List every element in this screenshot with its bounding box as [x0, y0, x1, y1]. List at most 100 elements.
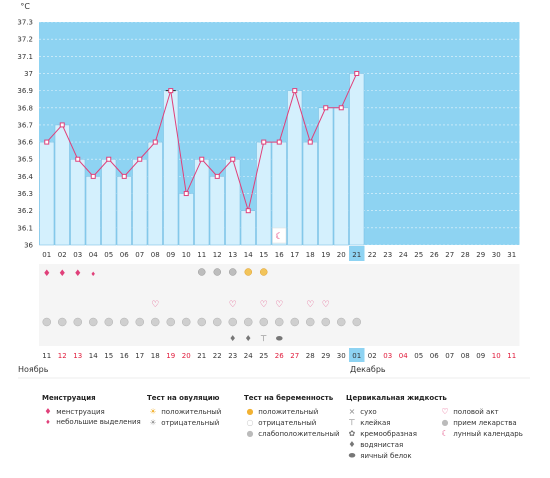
positive-sun-icon: ☀	[149, 407, 157, 416]
cycle-day-label: 12	[213, 251, 222, 259]
menstruation-drop-icon: ♦	[44, 407, 52, 416]
temperature-bar	[132, 158, 148, 246]
legend-item-menstruation: ♦ менструация	[42, 406, 141, 417]
legend-label: водянистая	[360, 441, 404, 449]
legend-item-medication: ● прием лекарства	[439, 417, 523, 428]
legend-item-pregnancy-negative: ○ отрицательный	[244, 417, 340, 428]
cycle-day-label: 16	[275, 251, 284, 259]
temperature-bar	[147, 141, 163, 246]
calendar-date: 19	[166, 352, 175, 360]
small-drop-icon: ♦	[91, 271, 96, 278]
legend-label: половой акт	[453, 408, 499, 416]
temperature-bar	[287, 90, 303, 246]
data-point	[137, 156, 143, 162]
calendar-date: 23	[228, 352, 237, 360]
legend-item-lunar: ☾ лунный календарь	[439, 428, 522, 439]
faint-circle-icon	[259, 317, 268, 327]
data-point	[168, 88, 174, 94]
temperature-bar	[39, 141, 55, 246]
dry-cross-icon: ×	[348, 407, 356, 416]
calendar-date: 30	[337, 352, 346, 360]
rows-bg	[39, 264, 520, 346]
legend-item-small-discharge: ♦ небольшие выделения	[42, 417, 141, 428]
faint-circle-icon	[306, 317, 315, 327]
calendar-date: 09	[476, 352, 485, 360]
legend-item-sticky: ⊤ клейкая	[346, 417, 417, 428]
calendar-date: 24	[244, 352, 253, 360]
cycle-day-label: 27	[445, 251, 454, 259]
temperature-bar	[194, 158, 210, 246]
y-tick-label: 37.3	[17, 19, 33, 27]
watery-drop-icon: ♦	[245, 334, 252, 343]
data-point	[307, 139, 313, 145]
y-tick-label: 36.5	[17, 156, 33, 164]
faint-circle-icon: ●	[246, 429, 254, 438]
y-tick-label: 36.1	[17, 224, 33, 232]
calendar-date: 04	[399, 352, 408, 360]
moon-icon: ☾	[275, 232, 283, 242]
creamy-icon: ✿	[348, 429, 356, 438]
y-tick-label: 36.2	[17, 207, 33, 215]
calendar-date: 14	[89, 352, 98, 360]
cycle-day-label: 09	[166, 251, 175, 259]
legend-label: небольшие выделения	[56, 418, 141, 426]
calendar-date: 11	[507, 352, 516, 360]
temperature-bar	[318, 107, 334, 246]
temperature-bar	[178, 193, 194, 246]
calendar-date: 05	[414, 352, 423, 360]
calendar-date: 27	[290, 352, 299, 360]
month-label-next: Декабрь	[350, 365, 386, 374]
legend-item-intercourse: ♡ половой акт	[439, 406, 523, 417]
temperature-bar	[54, 124, 70, 246]
data-point	[323, 105, 329, 111]
cycle-day-label: 10	[182, 251, 191, 259]
legend-pregnancy-title: Тест на беременность	[244, 394, 334, 402]
faint-circle-icon	[337, 317, 346, 327]
faint-circle-icon	[228, 317, 237, 327]
lunar-box	[272, 227, 287, 244]
data-point	[261, 139, 267, 145]
legend-item-ovulation-negative: ☀ отрицательный	[147, 417, 221, 428]
legend-ovulation: Тест на овуляцию ☀ положительный ☀ отриц…	[147, 394, 221, 428]
egg-white-icon: ⬬	[276, 334, 283, 343]
calendar-date: 12	[58, 352, 67, 360]
data-point	[106, 156, 112, 162]
calendar-date: 06	[430, 352, 439, 360]
heart-icon: ♡	[306, 300, 314, 310]
data-point	[121, 173, 127, 179]
data-point	[59, 122, 65, 128]
legend-cervical: Цервикальная жидкость × сухо ⊤ клейкая ✿…	[346, 394, 536, 460]
data-point	[44, 139, 50, 145]
calendar-date: 07	[445, 352, 454, 360]
temperature-bar	[101, 158, 117, 246]
faint-circle-icon	[42, 317, 51, 327]
faint-circle-icon	[182, 317, 191, 327]
data-point	[245, 208, 251, 214]
legend-label: отрицательный	[258, 419, 317, 427]
calendar-date: 10	[492, 352, 501, 360]
data-point	[90, 173, 96, 179]
cycle-day-label: 01	[42, 251, 51, 259]
data-point	[199, 156, 205, 162]
temperature-bar	[333, 107, 349, 246]
temperature-bar	[225, 158, 241, 246]
legend-item-egg-white: ⬬ яичный белок	[346, 450, 417, 461]
cycle-day-label: 08	[151, 251, 160, 259]
y-tick-label: 37	[24, 70, 33, 78]
faint-circle-icon	[213, 317, 222, 327]
heart-icon: ♡	[229, 300, 237, 310]
calendar-date: 17	[135, 352, 144, 360]
watery-drop-icon: ♦	[348, 440, 356, 449]
heart-icon: ♡	[260, 300, 268, 310]
faint-circle-icon	[290, 317, 299, 327]
small-drop-icon: ♦	[45, 419, 51, 426]
month-label-start: Ноябрь	[18, 365, 49, 374]
cycle-day-label: 20	[337, 251, 346, 259]
sticky-icon: ⊤	[348, 418, 356, 427]
menstruation-drop-icon: ♦	[74, 269, 82, 279]
faint-circle-icon	[120, 317, 129, 327]
temperature-bar	[163, 90, 179, 246]
faint-circle-icon	[197, 317, 206, 327]
legend-label: яичный белок	[360, 452, 412, 460]
legend-label: слабоположительный	[258, 430, 340, 438]
